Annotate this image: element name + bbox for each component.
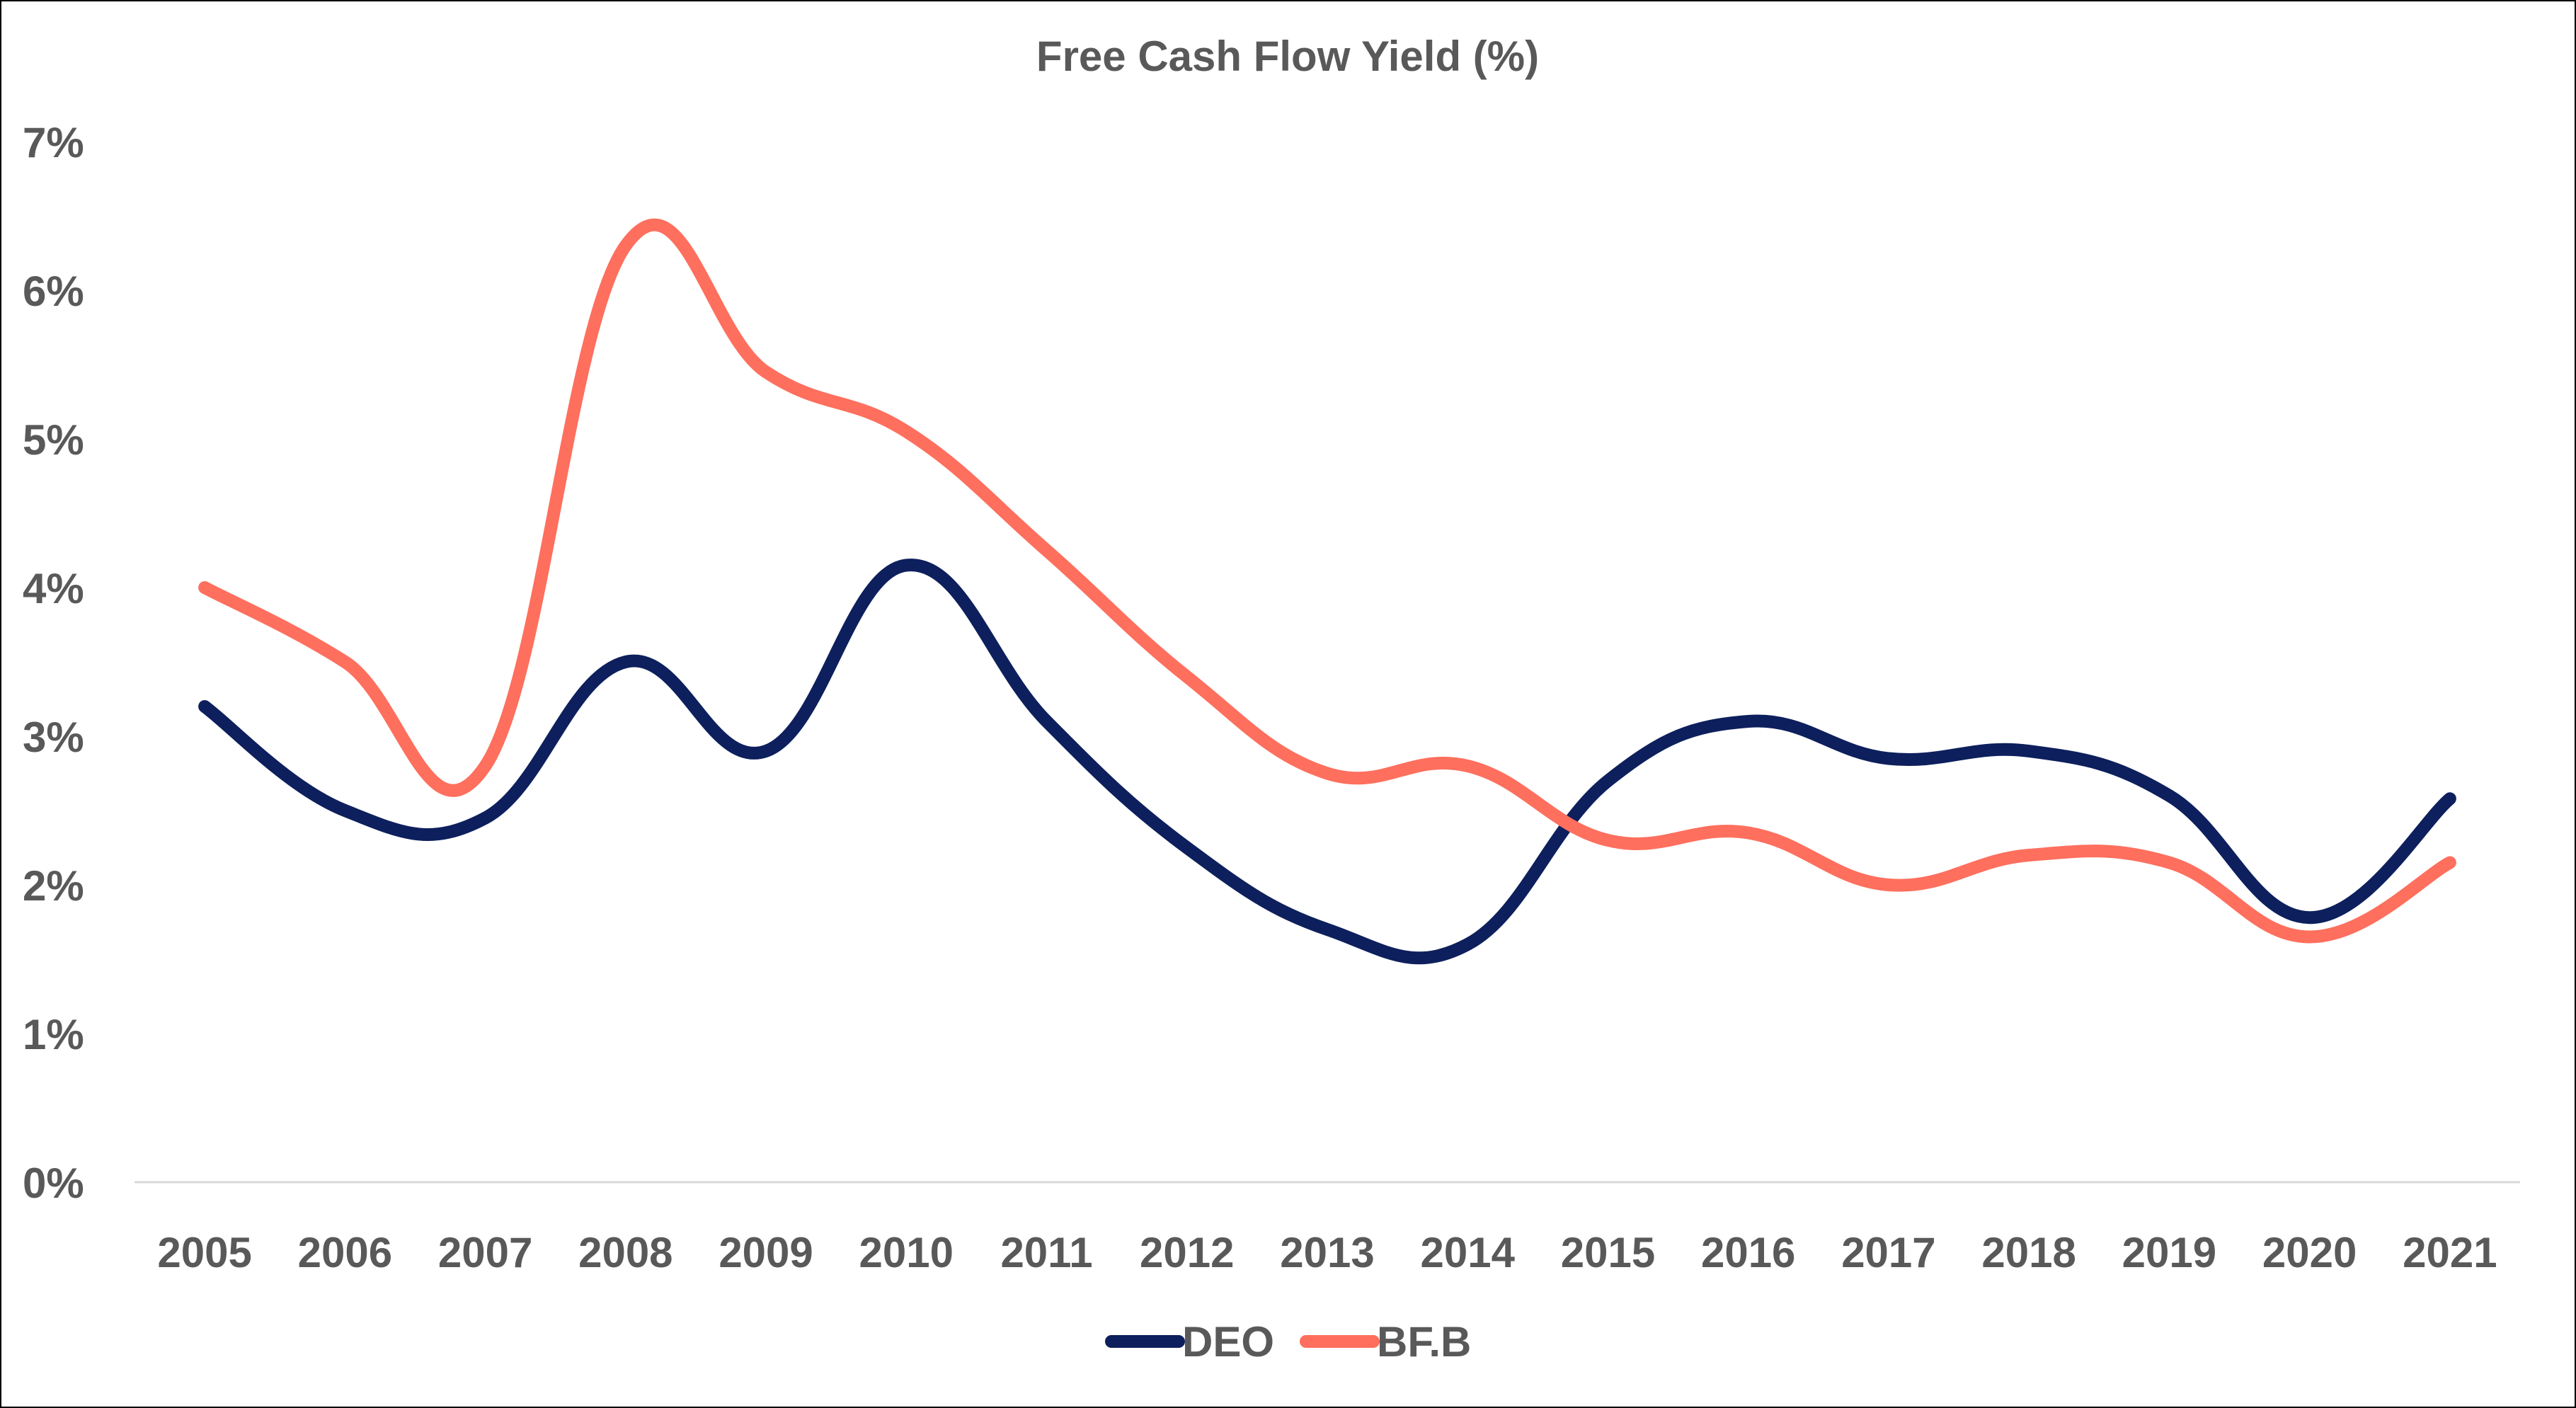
- y-axis: 0% 1% 2% 3% 4% 5% 6% 7%: [23, 119, 84, 1207]
- x-tick-label: 2012: [1140, 1229, 1234, 1276]
- x-tick-label: 2015: [1561, 1229, 1655, 1276]
- x-tick-label: 2006: [298, 1229, 392, 1276]
- y-tick-label: 7%: [23, 119, 84, 166]
- x-tick-label: 2007: [438, 1229, 532, 1276]
- x-axis: 2005 2006 2007 2008 2009 2010 2011 2012 2013 2014…: [157, 1229, 2497, 1276]
- legend-label: DEO: [1182, 1318, 1274, 1366]
- series-lines: [198, 218, 2456, 965]
- series-line-bf-b: [198, 218, 2456, 944]
- y-tick-label: 0%: [23, 1160, 84, 1207]
- x-tick-label: 2008: [578, 1229, 672, 1276]
- x-tick-label: 2017: [1841, 1229, 1935, 1276]
- legend-label: BF.B: [1377, 1318, 1471, 1366]
- y-tick-label: 1%: [23, 1011, 84, 1058]
- x-tick-label: 2018: [1981, 1229, 2076, 1276]
- y-tick-label: 5%: [23, 416, 84, 464]
- y-tick-label: 2%: [23, 862, 84, 910]
- x-tick-label: 2021: [2403, 1229, 2497, 1276]
- x-tick-label: 2011: [1000, 1229, 1092, 1276]
- x-tick-label: 2016: [1701, 1229, 1795, 1276]
- x-tick-label: 2005: [157, 1229, 251, 1276]
- y-tick-label: 3%: [23, 714, 84, 761]
- x-tick-label: 2009: [719, 1229, 813, 1276]
- y-tick-label: 6%: [23, 268, 84, 315]
- chart-title: Free Cash Flow Yield (%): [1036, 33, 1539, 80]
- x-tick-label: 2013: [1280, 1229, 1374, 1276]
- x-tick-label: 2010: [859, 1229, 954, 1276]
- x-tick-label: 2019: [2122, 1229, 2216, 1276]
- y-tick-label: 4%: [23, 565, 84, 612]
- x-tick-label: 2020: [2262, 1229, 2357, 1276]
- series-line-deo: [198, 559, 2456, 965]
- x-tick-label: 2014: [1420, 1229, 1515, 1276]
- legend: DEO BF.B: [1105, 1318, 1471, 1366]
